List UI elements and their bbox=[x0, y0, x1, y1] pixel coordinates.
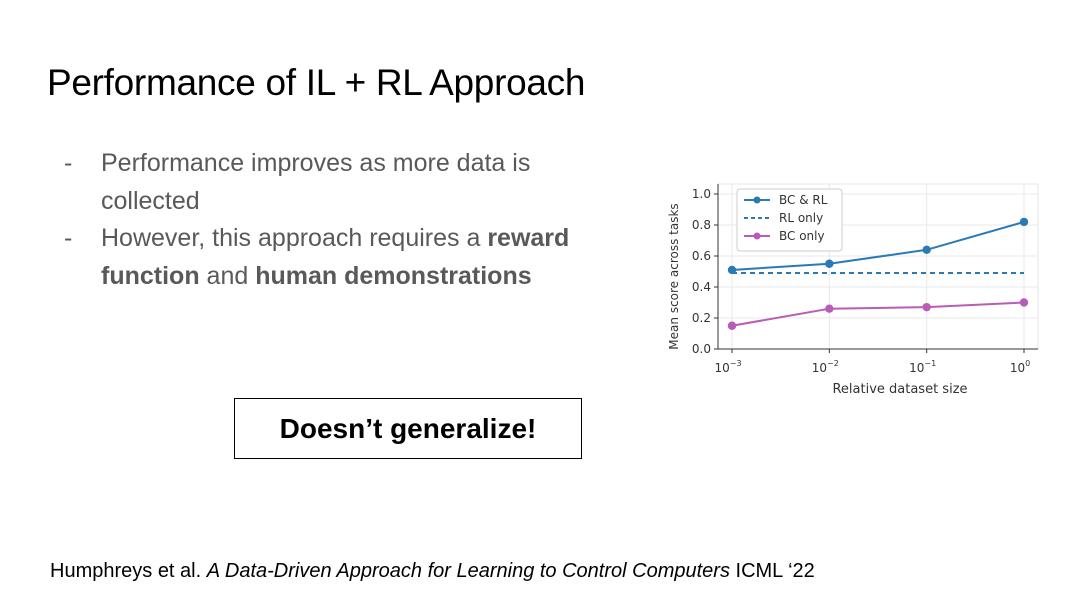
citation-authors: Humphreys et al. bbox=[50, 560, 207, 582]
y-axis-label: Mean score across tasks bbox=[667, 203, 681, 349]
bullet-item: - Performance improves as more data is c… bbox=[64, 145, 634, 220]
x-tick-label: 10−2 bbox=[812, 359, 839, 375]
series-point bbox=[922, 245, 931, 254]
bullet-list: - Performance improves as more data is c… bbox=[64, 145, 634, 295]
bullet-emphasis: reward function bbox=[101, 224, 570, 290]
bullet-text: Performance improves as more data is col… bbox=[101, 149, 531, 215]
y-tick-label: 1.0 bbox=[692, 187, 711, 201]
legend-label: BC & RL bbox=[779, 193, 828, 207]
citation-venue: ICML ‘22 bbox=[729, 560, 815, 582]
x-tick-label: 10−3 bbox=[714, 359, 741, 375]
legend-marker bbox=[753, 196, 761, 204]
y-tick-label: 0.4 bbox=[692, 280, 711, 294]
callout-box: Doesn’t generalize! bbox=[234, 398, 582, 459]
citation-title: A Data-Driven Approach for Learning to C… bbox=[206, 560, 730, 582]
series-line bbox=[731, 301, 1025, 327]
legend-label: RL only bbox=[779, 211, 823, 225]
bullet-text-part: and bbox=[199, 261, 256, 290]
y-tick-label: 0.6 bbox=[692, 249, 711, 263]
slide-title: Performance of IL + RL Approach bbox=[47, 62, 586, 103]
legend-marker bbox=[753, 232, 761, 240]
performance-chart: 0.0 0.2 0.4 0.6 0.8 1.0 10−3 10−2 10−1 100 Relativ… bbox=[667, 183, 1039, 397]
series-point bbox=[1019, 298, 1029, 307]
series-line bbox=[731, 220, 1025, 271]
legend-label: BC only bbox=[779, 229, 825, 243]
series-point bbox=[727, 265, 737, 275]
x-axis-label: Relative dataset size bbox=[832, 382, 967, 397]
citation: Humphreys et al. A Data-Driven Approach … bbox=[50, 560, 815, 583]
y-tick-label: 0.2 bbox=[692, 311, 711, 325]
bullet-dash: - bbox=[64, 224, 73, 252]
series-point bbox=[825, 259, 834, 268]
x-tick-label: 10−1 bbox=[909, 359, 936, 375]
bullet-dash: - bbox=[64, 149, 73, 177]
series-point bbox=[825, 304, 834, 313]
series-point bbox=[922, 302, 931, 312]
bullet-emphasis: human demonstrations bbox=[255, 261, 532, 290]
bullet-text-part: However, this approach requires a bbox=[101, 224, 488, 252]
bullet-item: - However, this approach requires a rewa… bbox=[64, 220, 634, 295]
series-point bbox=[727, 321, 737, 330]
series-point bbox=[1019, 217, 1029, 227]
y-tick-label: 0.0 bbox=[692, 342, 711, 356]
y-tick-label: 0.8 bbox=[692, 218, 711, 232]
x-tick-label: 100 bbox=[1010, 359, 1030, 375]
